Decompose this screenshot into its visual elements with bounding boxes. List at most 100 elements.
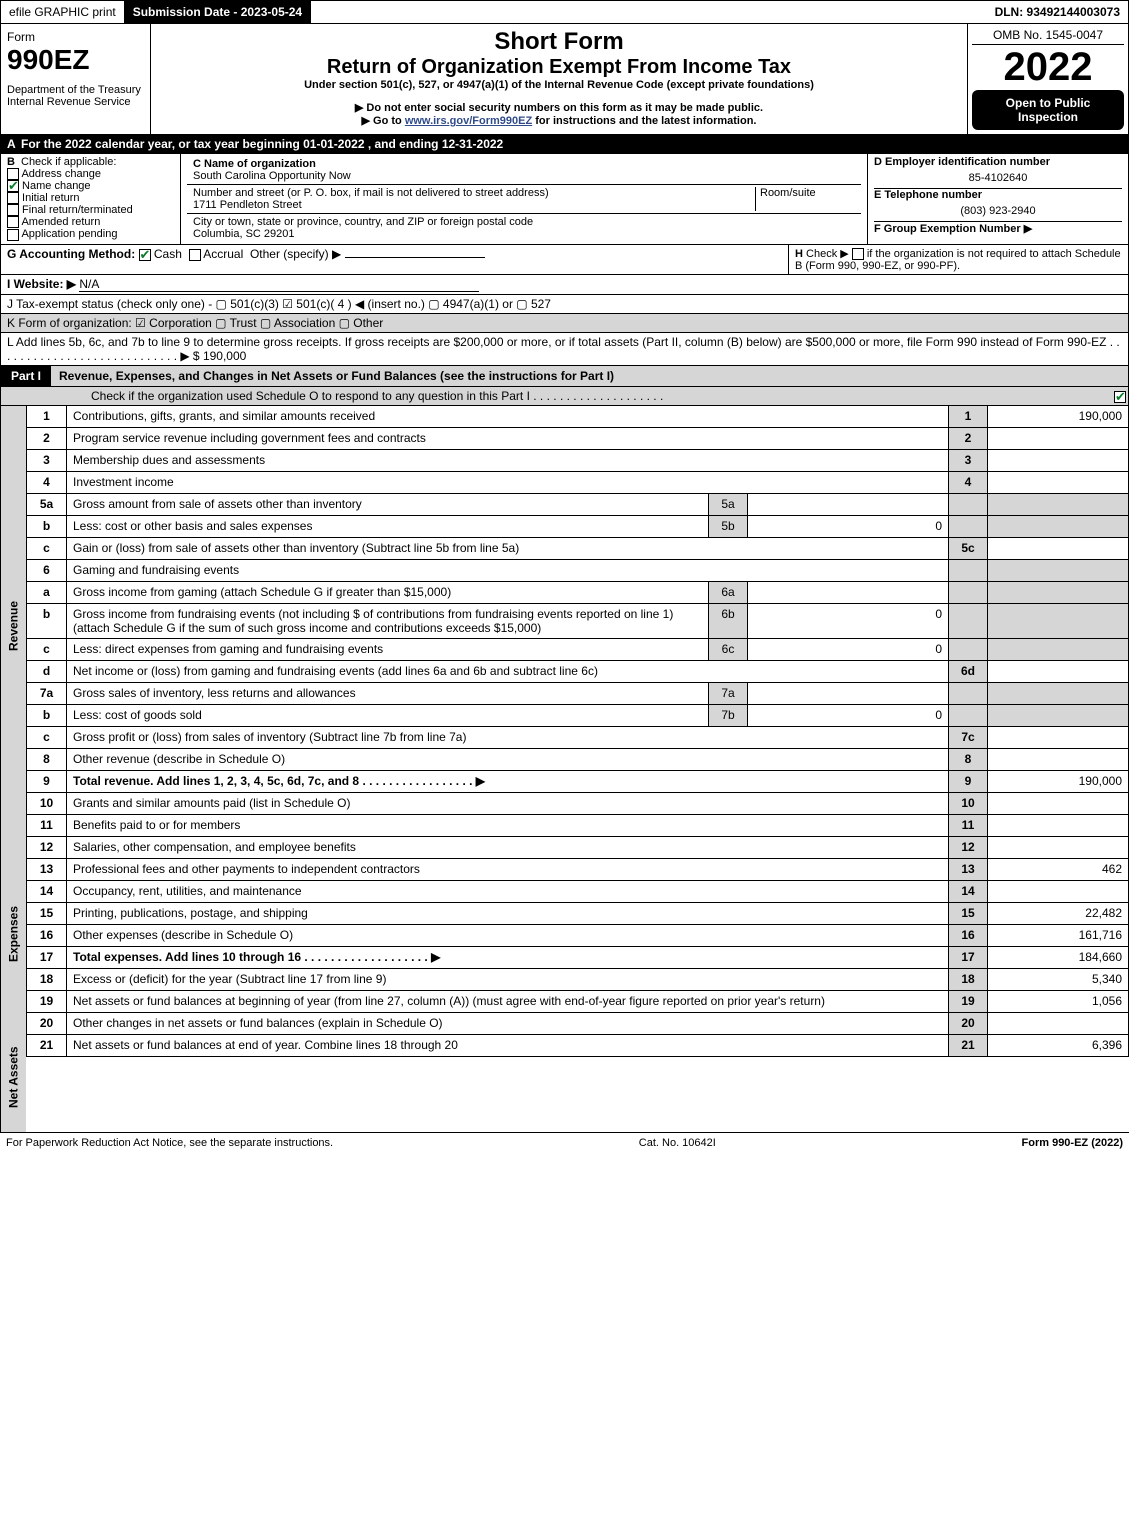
right-line-number: 19 <box>948 991 988 1012</box>
netassets-label: Net Assets <box>0 1022 26 1132</box>
line-value <box>988 815 1128 836</box>
b-check-item: Name change <box>7 180 174 192</box>
line-desc: Net income or (loss) from gaming and fun… <box>67 661 948 682</box>
lines-container: Revenue Expenses Net Assets 1Contributio… <box>0 406 1129 1132</box>
accrual-checkbox[interactable] <box>189 249 201 261</box>
form-line-5b: bLess: cost or other basis and sales exp… <box>26 516 1129 538</box>
b-checkbox[interactable] <box>7 180 19 192</box>
website: N/A <box>79 277 99 291</box>
line-desc: Net assets or fund balances at end of ye… <box>67 1035 948 1056</box>
b-checkbox[interactable] <box>7 216 19 228</box>
form-line-14: 14Occupancy, rent, utilities, and mainte… <box>26 881 1129 903</box>
b-check-item: Initial return <box>7 192 174 204</box>
schedule-o-checkbox[interactable] <box>1114 391 1126 403</box>
b-check-item: Amended return <box>7 216 174 228</box>
line-value <box>988 516 1128 537</box>
form-line-9: 9Total revenue. Add lines 1, 2, 3, 4, 5c… <box>26 771 1129 793</box>
form-line-10: 10Grants and similar amounts paid (list … <box>26 793 1129 815</box>
line-desc: Professional fees and other payments to … <box>67 859 948 880</box>
right-line-number: 15 <box>948 903 988 924</box>
goto-note: ▶ Go to www.irs.gov/Form990EZ for instru… <box>155 114 963 127</box>
line-value: 161,716 <box>988 925 1128 946</box>
org-name: South Carolina Opportunity Now <box>193 170 351 182</box>
line-number: 10 <box>27 793 67 814</box>
right-line-number: 9 <box>948 771 988 792</box>
org-city: Columbia, SC 29201 <box>193 228 295 240</box>
line-desc: Less: direct expenses from gaming and fu… <box>67 639 708 660</box>
ssn-note: ▶ Do not enter social security numbers o… <box>155 101 963 114</box>
line-number: b <box>27 516 67 537</box>
cash-checkbox[interactable] <box>139 249 151 261</box>
right-line-number: 14 <box>948 881 988 902</box>
dept-label: Department of the Treasury Internal Reve… <box>7 84 144 108</box>
irs-link[interactable]: www.irs.gov/Form990EZ <box>405 115 532 127</box>
line-value <box>988 494 1128 515</box>
page-footer: For Paperwork Reduction Act Notice, see … <box>0 1132 1129 1153</box>
line-value <box>988 450 1128 471</box>
short-form-title: Short Form <box>155 28 963 56</box>
line-desc: Other expenses (describe in Schedule O) <box>67 925 948 946</box>
line-value <box>988 837 1128 858</box>
line-i: I Website: ▶ N/A <box>0 275 1129 295</box>
line-number: 1 <box>27 406 67 427</box>
subline-value: 0 <box>748 705 948 726</box>
right-line-number: 21 <box>948 1035 988 1056</box>
line-number: 13 <box>27 859 67 880</box>
form-number: 990EZ <box>7 44 144 76</box>
line-number: 2 <box>27 428 67 449</box>
line-value: 1,056 <box>988 991 1128 1012</box>
line-number: 11 <box>27 815 67 836</box>
b-check-item: Final return/terminated <box>7 204 174 216</box>
form-line-11: 11Benefits paid to or for members11 <box>26 815 1129 837</box>
submission-date: Submission Date - 2023-05-24 <box>125 1 311 23</box>
tax-year: 2022 <box>972 45 1124 90</box>
right-line-number: 12 <box>948 837 988 858</box>
form-line-5a: 5aGross amount from sale of assets other… <box>26 494 1129 516</box>
line-number: 7a <box>27 683 67 704</box>
line-desc: Other revenue (describe in Schedule O) <box>67 749 948 770</box>
form-line-4: 4Investment income4 <box>26 472 1129 494</box>
line-number: a <box>27 582 67 603</box>
line-value: 22,482 <box>988 903 1128 924</box>
line-value <box>988 639 1128 660</box>
line-value: 184,660 <box>988 947 1128 968</box>
h-checkbox[interactable] <box>852 248 864 260</box>
form-line-21: 21Net assets or fund balances at end of … <box>26 1035 1129 1057</box>
line-number: c <box>27 639 67 660</box>
b-checkbox[interactable] <box>7 229 19 241</box>
line-value <box>988 881 1128 902</box>
right-line-number <box>948 560 988 581</box>
line-a: AFor the 2022 calendar year, or tax year… <box>0 135 1129 154</box>
line-desc: Benefits paid to or for members <box>67 815 948 836</box>
line-number: 17 <box>27 947 67 968</box>
form-line-19: 19Net assets or fund balances at beginni… <box>26 991 1129 1013</box>
section-def: D Employer identification number 85-4102… <box>868 154 1128 244</box>
right-line-number: 1 <box>948 406 988 427</box>
line-value: 190,000 <box>988 771 1128 792</box>
line-g-h: G Accounting Method: Cash Accrual Other … <box>0 245 1129 275</box>
form-line-6c: cLess: direct expenses from gaming and f… <box>26 639 1129 661</box>
line-number: 6 <box>27 560 67 581</box>
section-c: C Name of organizationSouth Carolina Opp… <box>181 154 868 244</box>
subline-label: 7b <box>708 705 748 726</box>
line-l: L Add lines 5b, 6c, and 7b to line 9 to … <box>0 333 1129 366</box>
right-line-number: 4 <box>948 472 988 493</box>
form-line-20: 20Other changes in net assets or fund ba… <box>26 1013 1129 1035</box>
efile-label: efile GRAPHIC print <box>1 1 125 23</box>
form-line-7a: 7aGross sales of inventory, less returns… <box>26 683 1129 705</box>
line-desc: Less: cost of goods sold <box>67 705 708 726</box>
form-line-18: 18Excess or (deficit) for the year (Subt… <box>26 969 1129 991</box>
form-line-12: 12Salaries, other compensation, and empl… <box>26 837 1129 859</box>
subline-value <box>748 494 948 515</box>
org-info-block: BCheck if applicable: Address change Nam… <box>0 154 1129 245</box>
right-line-number: 7c <box>948 727 988 748</box>
line-desc: Program service revenue including govern… <box>67 428 948 449</box>
b-checkbox[interactable] <box>7 204 19 216</box>
b-check-item: Address change <box>7 168 174 180</box>
right-line-number: 6d <box>948 661 988 682</box>
subline-value: 0 <box>748 604 948 638</box>
part-i-header: Part I Revenue, Expenses, and Changes in… <box>0 366 1129 387</box>
form-line-1: 1Contributions, gifts, grants, and simil… <box>26 406 1129 428</box>
form-line-6b: bGross income from fundraising events (n… <box>26 604 1129 639</box>
line-desc: Gain or (loss) from sale of assets other… <box>67 538 948 559</box>
